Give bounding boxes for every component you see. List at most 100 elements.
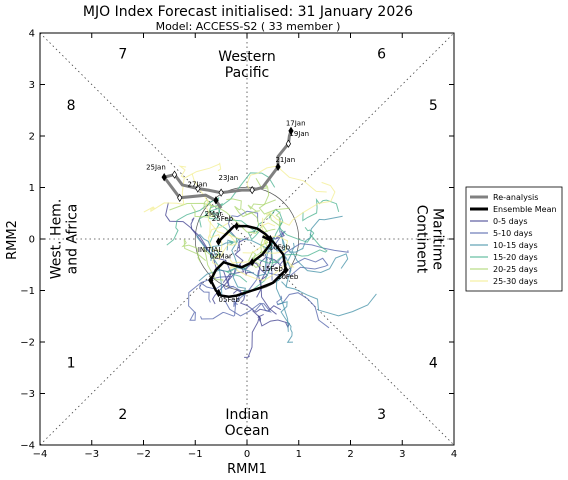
reanalysis-marker — [195, 184, 201, 193]
diagonal-line — [40, 33, 454, 445]
reanalysis-marker — [161, 173, 167, 182]
ensemble-mean-marker — [267, 234, 273, 244]
phase-number: 8 — [67, 98, 76, 114]
ensemble-member-line — [244, 310, 261, 358]
reanalysis-marker — [285, 139, 292, 148]
ensemble-member-line — [143, 178, 185, 213]
ensemble-member-line — [289, 215, 343, 253]
x-tick-label: 3 — [399, 449, 405, 460]
ensemble-member-line — [200, 269, 260, 320]
ensemble-member-line — [190, 198, 215, 218]
x-tick-label: 1 — [296, 449, 302, 460]
y-tick-label: 2 — [29, 132, 35, 143]
y-axis-label: RMM2 — [5, 220, 20, 260]
ensemble-member-line — [255, 178, 290, 215]
x-tick-label: −1 — [188, 449, 203, 460]
region-label-line: Indian — [225, 407, 268, 423]
ensemble-member-line — [285, 257, 329, 277]
plot-inner — [40, 33, 454, 445]
diagonal-line — [40, 33, 454, 445]
ensemble-member-line — [278, 221, 315, 243]
y-tick-label: −2 — [20, 338, 35, 349]
ensemble-member-line — [224, 299, 272, 317]
reanalysis-line — [161, 130, 293, 209]
region-label: West. Hem. and Africa — [48, 199, 80, 280]
ensemble-member-line — [242, 217, 276, 254]
ensemble-date-label: INITIAL — [198, 246, 222, 254]
legend-label: Re-analysis — [493, 193, 538, 202]
reanalysis-date-label: 25Jan — [146, 163, 166, 171]
ensemble-member-line — [241, 199, 276, 216]
ensemble-mean-marker — [249, 258, 255, 267]
reanalysis-marker — [218, 188, 224, 197]
phase-number: 5 — [429, 98, 438, 114]
chart-subtitle: Model: ACCESS-S2 ( 33 member ) — [156, 20, 341, 33]
ensemble-member-line — [178, 162, 222, 179]
region-label-line: Western — [218, 49, 275, 65]
ensemble-member-line — [198, 282, 234, 303]
region-label-line: Ocean — [225, 423, 270, 439]
phase-number: 3 — [377, 407, 386, 423]
legend-label: 20-25 days — [493, 265, 538, 274]
ensemble-member-line — [226, 198, 260, 227]
ensemble-member-line — [212, 229, 238, 268]
ensemble-member-line — [231, 238, 280, 297]
region-label-line: and Africa — [64, 204, 80, 275]
legend-box — [465, 186, 563, 292]
ensemble-member-line — [281, 281, 377, 317]
chart-title: MJO Index Forecast initialised: 31 Janua… — [83, 4, 413, 20]
ensemble-member-line — [198, 203, 222, 228]
x-tick-label: −4 — [33, 449, 48, 460]
reanalysis-marker — [171, 170, 178, 179]
region-label-line: Maritime — [430, 208, 446, 270]
ensemble-member-line — [275, 238, 293, 332]
y-tick-label: −3 — [20, 389, 35, 400]
reanalysis-marker — [288, 126, 294, 136]
ensemble-date-label: 2Mar — [205, 210, 223, 218]
ensemble-member-line — [190, 217, 230, 288]
legend-label: Ensemble Mean — [493, 205, 557, 214]
reanalysis-date-label: 19Jan — [289, 130, 309, 138]
x-tick-label: 2 — [347, 449, 353, 460]
ensemble-member-line — [264, 230, 286, 281]
ensemble-member-line — [268, 233, 328, 263]
ensemble-member-line — [265, 181, 336, 226]
ensemble-member-line — [276, 292, 330, 329]
reanalysis-date-label: 17Jan — [286, 120, 306, 128]
reanalysis-marker — [213, 196, 219, 205]
reanalysis-date-label: 27Jan — [187, 180, 207, 188]
ensemble-member-line — [229, 259, 295, 281]
phase-number: 7 — [118, 47, 127, 63]
y-tick-label: 1 — [29, 183, 35, 194]
legend-label: 25-30 days — [493, 277, 538, 286]
ensemble-member-line — [191, 173, 242, 240]
reanalysis-marker — [275, 162, 281, 172]
ensemble-member-line — [212, 263, 245, 305]
ensemble-member-line — [275, 218, 292, 288]
ensemble-member-line — [181, 239, 207, 263]
ensemble-member-line — [196, 233, 223, 295]
plot-area: 17Jan 19Jan 21Jan 23Jan 25Jan 27Jan INITIAL 25F… — [20, 29, 457, 461]
ensemble-date-label: 02Mar — [210, 253, 232, 261]
x-axis-label: RMM1 — [227, 462, 267, 477]
x-tick-label: 0 — [244, 449, 250, 460]
reanalysis-marker — [249, 185, 255, 195]
x-tick-label: −3 — [84, 449, 99, 460]
reanalysis-date-label: 23Jan — [219, 174, 239, 182]
legend-label: 0-5 days — [493, 217, 528, 226]
ensemble-mean-marker — [215, 237, 222, 246]
legend: Re-analysis Ensemble Mean 0-5 days 5-10 day… — [465, 186, 563, 292]
phase-number: 2 — [118, 407, 127, 423]
x-tick-label: −2 — [136, 449, 151, 460]
ensemble-mean-marker — [283, 265, 289, 275]
y-tick-label: 3 — [29, 80, 35, 91]
legend-label: 10-15 days — [493, 241, 538, 250]
x-tick-label: 4 — [451, 449, 457, 460]
ensemble-member-line — [234, 237, 255, 276]
y-tick-label: −4 — [20, 441, 35, 452]
phase-number: 1 — [67, 356, 76, 372]
ensemble-member-line — [166, 196, 220, 246]
legend-label: 15-20 days — [493, 253, 538, 262]
